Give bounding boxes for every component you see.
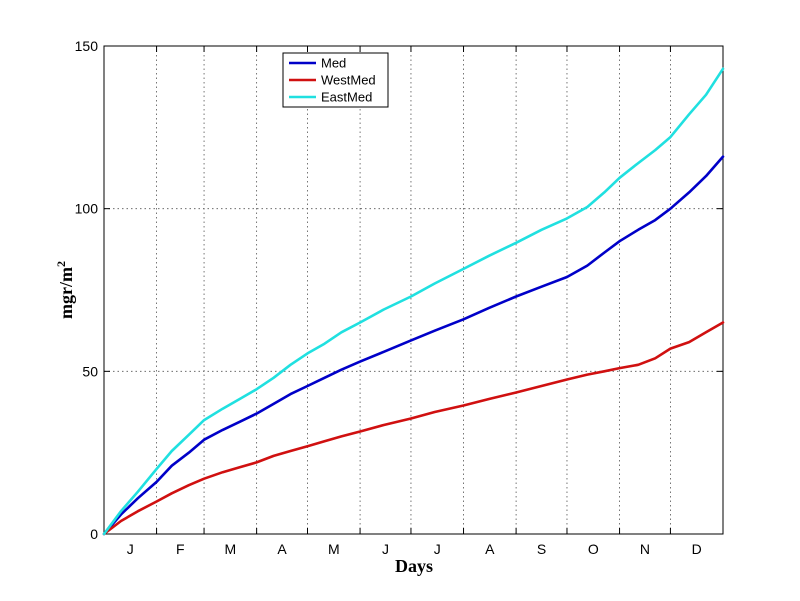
series-line-med: [102, 155, 725, 536]
legend-label-westmed: WestMed: [321, 73, 376, 88]
series-lines: [102, 67, 725, 536]
series-line-westmed: [102, 321, 725, 536]
tick-labels: 0 50 100 150 J F M A M J J A S O N D: [75, 38, 702, 557]
x-tick-label: J: [382, 541, 389, 557]
y-tick-label: 100: [75, 201, 99, 217]
series-line-eastmed: [102, 67, 725, 536]
x-tick-label: A: [485, 541, 495, 557]
plot-frame: [103, 45, 724, 535]
x-tick-label: D: [692, 541, 702, 557]
legend-label-eastmed: EastMed: [321, 90, 372, 105]
y-axis-label: mgr/m2: [54, 261, 76, 319]
x-tick-label: N: [640, 541, 650, 557]
legend-label-med: Med: [321, 56, 346, 71]
x-axis-label: Days: [395, 556, 433, 576]
x-tick-label: A: [277, 541, 287, 557]
x-tick-label: J: [434, 541, 441, 557]
x-tick-label: M: [328, 541, 340, 557]
x-tick-label: S: [537, 541, 546, 557]
legend-items: Med WestMed EastMed: [289, 56, 376, 105]
axis-ticks: [104, 45, 723, 535]
y-tick-label: 0: [90, 526, 98, 542]
grid-lines: [104, 46, 723, 534]
legend: Med WestMed EastMed: [282, 52, 389, 108]
x-tick-label: F: [176, 541, 185, 557]
x-tick-label: M: [225, 541, 237, 557]
x-tick-label: J: [127, 541, 134, 557]
x-tick-label: O: [588, 541, 599, 557]
y-axis-label-superscript: 2: [54, 261, 68, 267]
y-axis-label-base: mgr/m: [56, 267, 76, 319]
y-tick-label: 50: [82, 363, 98, 379]
y-tick-label: 150: [75, 38, 99, 54]
